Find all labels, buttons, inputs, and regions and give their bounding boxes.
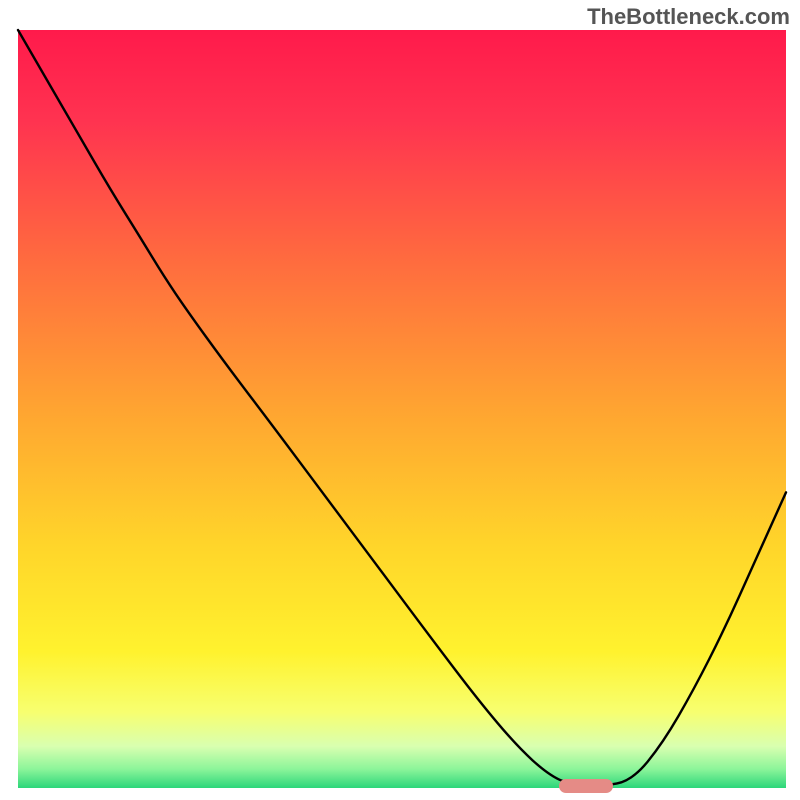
chart-container: TheBottleneck.com (0, 0, 800, 800)
curve-svg (18, 30, 786, 788)
plot-area (18, 30, 786, 788)
optimal-range-marker (559, 779, 613, 793)
watermark-text: TheBottleneck.com (587, 4, 790, 30)
bottleneck-curve (18, 30, 786, 786)
